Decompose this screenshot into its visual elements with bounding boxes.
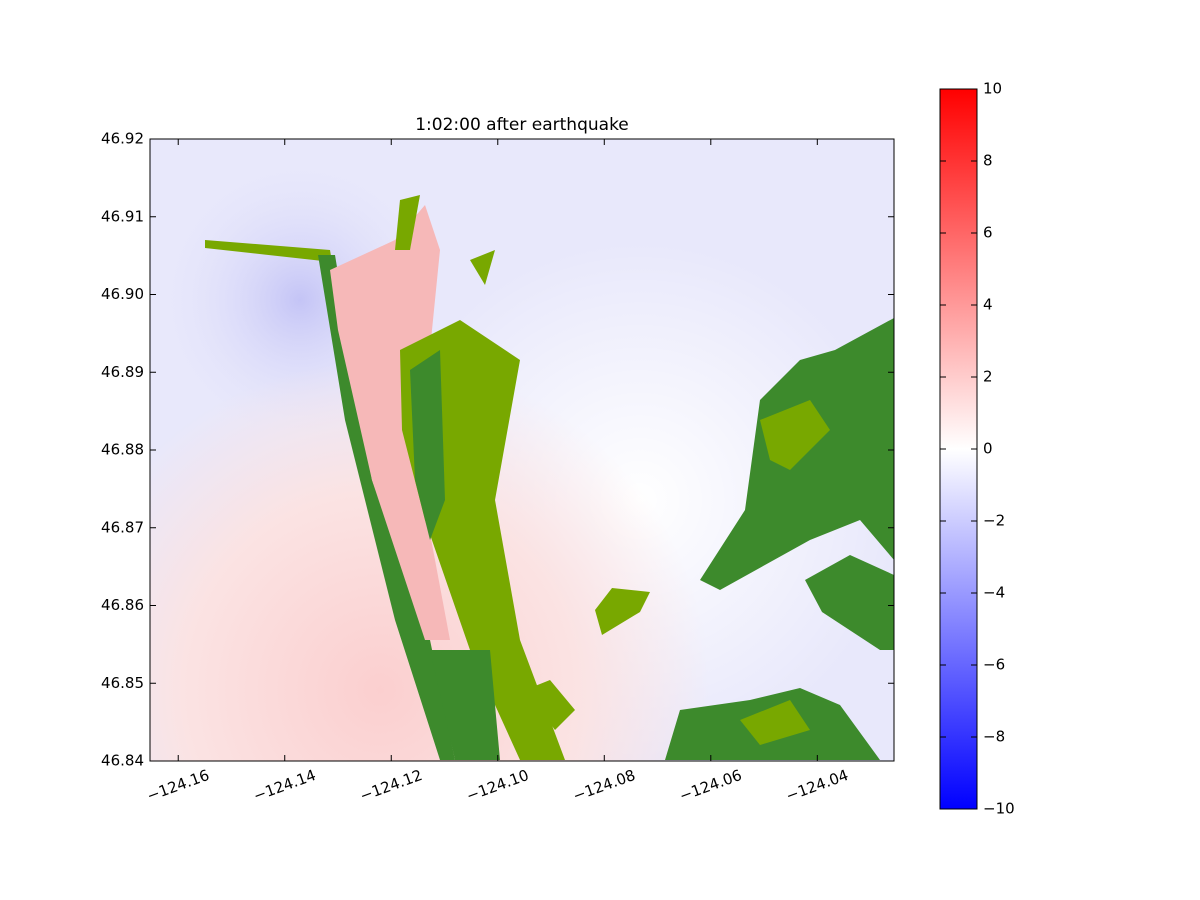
colorbar-tick-label: −2 — [983, 512, 1005, 530]
chart-title: 1:02:00 after earthquake — [415, 115, 629, 135]
y-tick-label: 46.88 — [101, 441, 144, 459]
colorbar — [939, 88, 978, 810]
x-tick-label: −124.10 — [464, 766, 531, 805]
colorbar-tick-label: −8 — [983, 728, 1005, 746]
y-tick-label: 46.92 — [101, 130, 144, 148]
y-tick-label: 46.86 — [101, 596, 144, 614]
y-tick-label: 46.89 — [101, 363, 144, 381]
colorbar-tick-label: 6 — [983, 224, 993, 242]
colorbar-tick-label: 10 — [983, 80, 1002, 98]
x-tick-label: −124.16 — [144, 766, 211, 805]
y-tick-label: 46.90 — [101, 285, 144, 303]
map-image — [150, 139, 894, 761]
colorbar-tick-label: 0 — [983, 440, 993, 458]
x-tick-label: −124.08 — [570, 766, 637, 805]
colorbar-tick-label: −10 — [983, 800, 1015, 818]
colorbar-tick-label: −4 — [983, 584, 1005, 602]
colorbar-tick-label: 8 — [983, 152, 993, 170]
x-tick-label: −124.04 — [783, 766, 850, 805]
y-tick-label: 46.85 — [101, 674, 144, 692]
y-tick-label: 46.87 — [101, 518, 144, 536]
colorbar-tick-label: 2 — [983, 368, 993, 386]
colorbar-tick-label: 4 — [983, 296, 993, 314]
y-tick-label: 46.84 — [101, 752, 144, 770]
colorbar-tick-label: −6 — [983, 656, 1005, 674]
x-tick-label: −124.06 — [677, 766, 744, 805]
x-tick-label: −124.12 — [357, 766, 424, 805]
x-tick-label: −124.14 — [251, 766, 318, 805]
y-tick-label: 46.91 — [101, 207, 144, 225]
